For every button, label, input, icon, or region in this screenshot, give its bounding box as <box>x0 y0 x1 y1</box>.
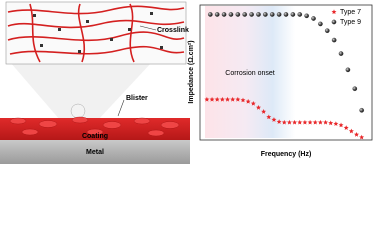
star-marker <box>328 120 334 126</box>
illustration-label: Coating <box>82 133 108 140</box>
sphere-marker <box>228 12 234 17</box>
star-marker <box>343 125 349 130</box>
star-marker <box>256 105 261 110</box>
star-marker <box>235 96 241 102</box>
sphere-marker <box>297 12 303 17</box>
figure: Crosslink Blister Coating Metal Corrosio… <box>0 1 373 164</box>
sphere-marker <box>221 12 227 17</box>
sphere-marker <box>311 16 316 21</box>
sphere-marker <box>318 21 323 27</box>
star-marker <box>297 119 303 125</box>
crosslinks <box>33 12 163 53</box>
star-marker <box>276 119 282 124</box>
star-marker <box>338 122 344 128</box>
star-marker <box>209 96 215 102</box>
star-marker <box>317 119 323 125</box>
star-marker <box>281 119 287 125</box>
star-marker <box>261 109 267 114</box>
star-marker <box>214 96 220 102</box>
illustration-label: Crosslink <box>157 27 189 34</box>
x-axis-label: Frequency (Hz) <box>261 151 312 158</box>
callout <box>117 99 125 117</box>
star-marker <box>250 100 256 106</box>
sphere-marker <box>290 12 296 17</box>
legend-marker <box>331 19 337 25</box>
star-marker <box>271 117 277 122</box>
y-axis-label: Impedance (Ω.cm²) <box>188 40 195 103</box>
star-marker <box>240 97 246 103</box>
illustration-label: Blister <box>126 95 148 102</box>
sphere-marker <box>263 12 268 17</box>
sphere-marker <box>269 12 275 17</box>
illustration: Crosslink Blister Coating Metal <box>0 1 190 164</box>
star-marker <box>230 96 236 102</box>
illustration-label: Metal <box>86 149 104 156</box>
callout <box>139 25 157 31</box>
star-marker <box>292 119 298 125</box>
blisters <box>9 116 180 137</box>
star-marker <box>225 96 230 102</box>
legend-label: Type 7 <box>340 9 361 16</box>
sphere-marker <box>352 86 358 92</box>
star-marker <box>219 96 225 102</box>
zoom-cone <box>10 62 152 120</box>
polymer-chains <box>7 3 185 63</box>
sphere-marker <box>324 28 330 33</box>
star-marker <box>333 121 339 126</box>
sphere-marker <box>249 12 254 17</box>
star-marker <box>266 114 272 120</box>
star-marker <box>354 132 359 137</box>
sphere-marker <box>208 12 213 17</box>
sphere-marker <box>331 37 337 43</box>
star-marker <box>245 98 251 104</box>
sphere-marker <box>338 51 344 56</box>
star-marker <box>323 119 329 125</box>
sphere-marker <box>256 12 261 17</box>
star-marker <box>359 134 365 140</box>
star-marker <box>204 96 210 102</box>
onset-region <box>205 6 295 138</box>
sphere-marker <box>214 12 220 17</box>
metal-substrate <box>0 140 190 164</box>
sphere-marker <box>359 108 364 113</box>
star-marker <box>286 119 292 125</box>
star-marker <box>302 119 308 125</box>
star-marker <box>307 119 313 125</box>
sphere-marker <box>276 12 282 17</box>
legend-marker <box>331 9 337 15</box>
sphere-marker <box>283 12 289 17</box>
sphere-marker <box>242 12 248 17</box>
legend-label: Type 9 <box>340 19 361 26</box>
sphere-marker <box>345 67 351 73</box>
plot-frame <box>199 4 373 141</box>
star-marker <box>312 119 318 125</box>
magnified-spot <box>70 103 86 119</box>
sphere-marker <box>235 12 241 17</box>
star-marker <box>348 128 354 134</box>
annotation: Corrosion onset <box>225 70 274 77</box>
sphere-marker <box>304 13 309 19</box>
